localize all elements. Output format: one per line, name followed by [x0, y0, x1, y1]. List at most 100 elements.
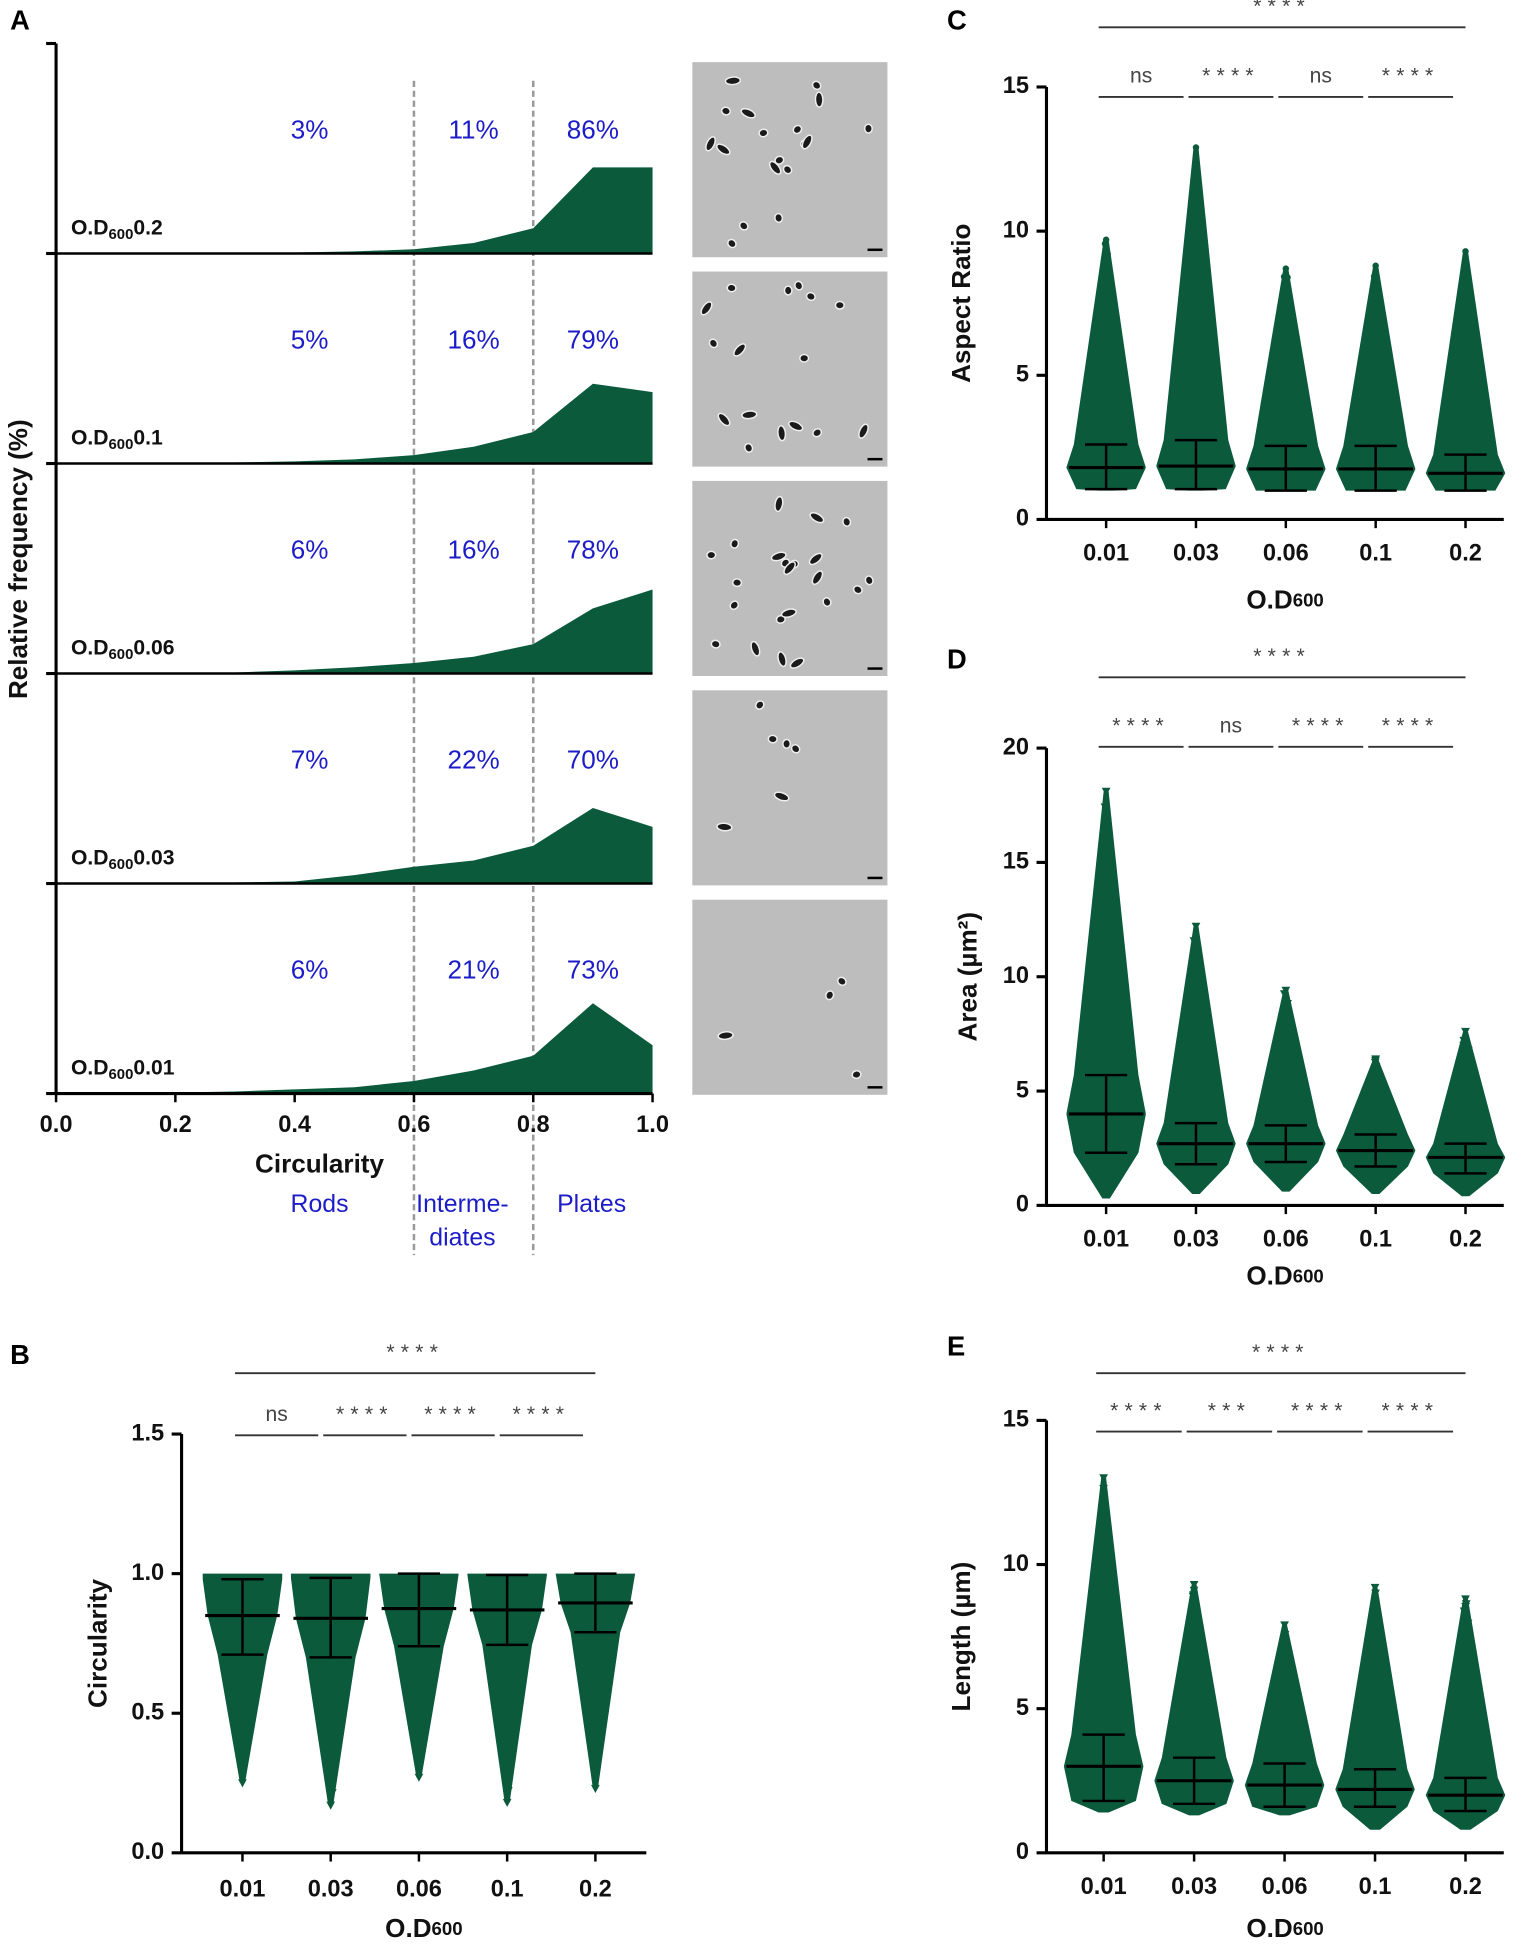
- swarm-texture: [1290, 1097, 1300, 1106]
- swarm: [1425, 251, 1506, 491]
- class-label: Rods: [291, 1191, 349, 1218]
- swarm-texture: [1465, 336, 1472, 343]
- swarm-texture: [1102, 1058, 1112, 1068]
- swarm-texture: [1102, 951, 1112, 960]
- cell: [783, 285, 793, 296]
- data-point: [591, 1784, 600, 1793]
- data-point: [1102, 236, 1110, 244]
- x-tick-label: 0.2: [159, 1112, 192, 1138]
- row-label: O.D6000.2: [71, 216, 163, 243]
- swarm-texture: [1375, 388, 1382, 395]
- swarm-texture: [236, 1749, 246, 1758]
- swarm-texture: [236, 1694, 245, 1703]
- significance-label: ****: [1253, 0, 1311, 18]
- swarm-texture: [1459, 1041, 1469, 1050]
- significance-label: ****: [336, 1403, 394, 1426]
- swarm-texture: [1285, 355, 1292, 362]
- cell: [799, 353, 810, 363]
- cell: [716, 143, 731, 156]
- significance-label: ****: [1112, 715, 1170, 738]
- swarm-texture: [1278, 334, 1285, 341]
- row-label-part: 600: [109, 857, 134, 873]
- swarm-texture: [1183, 409, 1191, 417]
- data-point: [414, 1773, 424, 1782]
- x-axis-title: O.D600: [1246, 1913, 1323, 1943]
- swarm-texture: [1284, 299, 1291, 307]
- swarm: [1244, 1625, 1325, 1816]
- class-percent: 3%: [291, 115, 329, 145]
- swarm-texture: [1280, 1675, 1290, 1684]
- swarm-texture: [1185, 1073, 1195, 1082]
- swarm-texture: [1200, 1748, 1210, 1757]
- row-label-part: 0.03: [133, 846, 174, 869]
- significance-label: ****: [1291, 1399, 1349, 1422]
- cell: [706, 550, 717, 560]
- swarm-texture: [1455, 1769, 1465, 1778]
- x-tick-label: 0.2: [579, 1876, 612, 1902]
- data-point: [1101, 787, 1111, 796]
- swarm-texture: [1104, 1052, 1114, 1061]
- swarm-texture: [1285, 331, 1293, 339]
- swarm: [1246, 268, 1326, 491]
- swarm-texture: [1107, 421, 1114, 428]
- swarm-texture: [1282, 1019, 1292, 1028]
- row-label-part: 600: [109, 227, 134, 243]
- cell: [790, 744, 801, 754]
- swarm-texture: [1096, 1727, 1106, 1736]
- row-label-part: 0.1: [133, 426, 163, 449]
- x-tick-label: 0.01: [1081, 1874, 1127, 1900]
- swarm-texture: [1106, 1016, 1116, 1025]
- data-point: [1280, 1621, 1289, 1630]
- swarm-texture: [327, 1747, 337, 1756]
- data-point: [1462, 248, 1469, 255]
- cell: [724, 76, 742, 86]
- swarm-texture: [1106, 1702, 1116, 1711]
- swarm-texture: [1373, 1655, 1383, 1664]
- y-tick-label: 10: [1003, 217, 1029, 243]
- row-label: O.D6000.1: [71, 426, 163, 453]
- swarm-texture: [1458, 379, 1465, 387]
- swarm-texture: [1274, 1067, 1284, 1076]
- significance-label: ns: [1220, 715, 1242, 738]
- swarm-texture: [1101, 913, 1111, 922]
- micrograph-bg: [692, 690, 888, 886]
- swarm-texture: [1199, 428, 1207, 436]
- swarm-texture: [504, 1787, 513, 1796]
- cell: [809, 511, 825, 524]
- swarm-texture: [1100, 1696, 1109, 1705]
- micrograph: [692, 62, 888, 258]
- swarm-texture: [1095, 346, 1103, 353]
- swarm-texture: [505, 1732, 514, 1741]
- swarm: [202, 1573, 283, 1784]
- swarm-texture: [232, 1656, 241, 1665]
- swarm-texture: [1364, 439, 1372, 446]
- swarm-texture: [1370, 424, 1377, 431]
- y-tick-label: 10: [1003, 963, 1029, 989]
- y-axis-title: Area (µm²): [952, 912, 982, 1042]
- swarm-texture: [327, 1789, 337, 1798]
- swarm-texture: [1096, 901, 1106, 910]
- swarm-texture: [1455, 417, 1462, 424]
- swarm-texture: [238, 1757, 248, 1766]
- swarm-texture: [240, 1727, 250, 1736]
- significance-label: ****: [1382, 715, 1440, 738]
- y-axis-title: Circularity: [82, 1578, 112, 1707]
- swarm-texture: [502, 1756, 511, 1765]
- y-axis-title: Length (µm): [946, 1562, 976, 1712]
- y-tick-label: 5: [1016, 362, 1029, 388]
- y-tick-label: 0.0: [131, 1839, 164, 1865]
- swarm-texture: [1290, 1114, 1299, 1123]
- swarm-texture: [1099, 383, 1106, 391]
- cell: [738, 221, 749, 231]
- swarm-texture: [1198, 1044, 1208, 1053]
- x-axis-title: Circularity: [255, 1149, 384, 1179]
- cell: [788, 420, 804, 432]
- y-tick-label: 15: [1003, 73, 1029, 99]
- significance-label: ns: [1310, 65, 1332, 88]
- cell: [782, 164, 793, 175]
- swarm-texture: [1192, 1090, 1202, 1099]
- cell: [834, 300, 845, 310]
- y-tick-label: 0: [1016, 506, 1029, 532]
- significance-label: ****: [1253, 645, 1311, 668]
- significance-label: ****: [1252, 1341, 1310, 1364]
